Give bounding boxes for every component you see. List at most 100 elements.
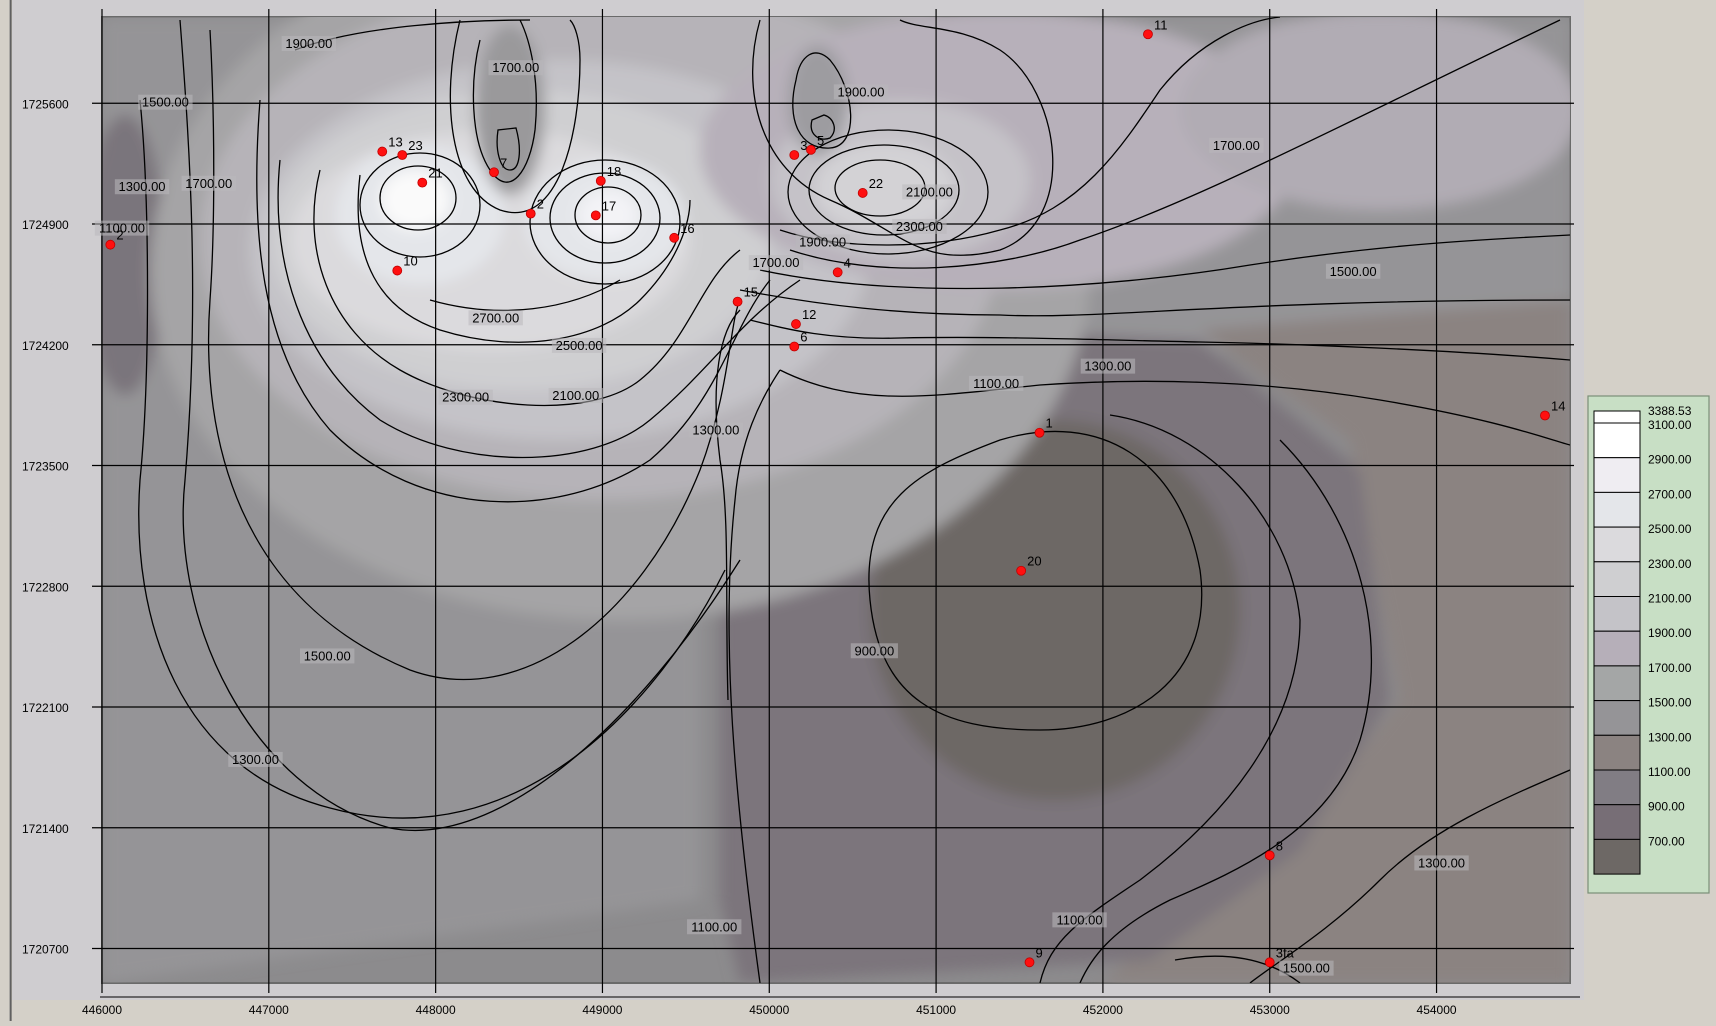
well-marker[interactable] xyxy=(832,267,843,278)
well-marker[interactable] xyxy=(595,175,606,186)
contour-label: 1100.00 xyxy=(691,919,737,934)
contour-label: 1300.00 xyxy=(232,752,279,767)
contour-line xyxy=(313,169,741,407)
contour-label-bg xyxy=(438,389,493,405)
contour-line xyxy=(277,159,801,459)
x-tick-label: 454000 xyxy=(1417,1003,1457,1017)
contour-fill xyxy=(102,17,1570,983)
well-marker[interactable] xyxy=(1264,850,1275,861)
zone-3100a xyxy=(380,170,450,230)
legend-level-label: 1100.00 xyxy=(1648,765,1691,779)
well-marker[interactable] xyxy=(857,188,868,198)
well-label: 16 xyxy=(680,221,694,236)
contour-label: 1700.00 xyxy=(752,255,799,270)
contour-label-bg xyxy=(1209,137,1264,153)
legend-swatch xyxy=(1593,561,1641,597)
y-tick-label: 1725600 xyxy=(22,97,69,111)
contour-label: 1500.00 xyxy=(304,648,351,663)
contour-label: 1500.00 xyxy=(1330,264,1377,279)
contour-line xyxy=(1079,439,1373,983)
contour-label: 1300.00 xyxy=(692,422,739,437)
well-marker[interactable] xyxy=(489,167,499,178)
legend-level-label: 1700.00 xyxy=(1648,661,1692,675)
contour-label-bg xyxy=(795,234,850,250)
contour-label: 900.00 xyxy=(854,643,894,658)
well-marker[interactable] xyxy=(1016,565,1027,576)
contour-line xyxy=(779,17,1281,246)
contour-label-bg xyxy=(228,751,283,767)
well-marker[interactable] xyxy=(392,265,403,276)
well-label: 8 xyxy=(1276,838,1283,853)
x-tick-label: 447000 xyxy=(249,1003,289,1017)
contour-line xyxy=(1249,769,1570,983)
legend-level-label: 2900.00 xyxy=(1648,453,1692,467)
contour-line xyxy=(779,369,1570,446)
legend-level-label: 3100.00 xyxy=(1648,418,1692,432)
x-tick-label: 451000 xyxy=(916,1003,956,1017)
zone-3100b xyxy=(578,190,638,240)
well-marker[interactable] xyxy=(791,319,801,329)
y-tick-label: 1724200 xyxy=(22,339,69,353)
zone-1700-nub xyxy=(788,45,848,155)
well-marker[interactable] xyxy=(377,146,388,157)
contour-line xyxy=(787,129,989,255)
legend-swatch xyxy=(1593,422,1641,459)
well-label: 3 xyxy=(800,138,807,153)
y-tick-label: 1722100 xyxy=(22,701,69,715)
well-marker[interactable] xyxy=(105,239,116,250)
contour-label: 1700.00 xyxy=(492,60,539,75)
well-label: 14 xyxy=(1551,398,1565,413)
x-tick-label: 446000 xyxy=(82,1003,122,1017)
legend-swatch xyxy=(1593,630,1641,667)
y-tick-label: 1722800 xyxy=(22,580,69,594)
well-label: 9 xyxy=(1036,945,1043,960)
zone-900 xyxy=(870,420,1240,800)
contour-line xyxy=(728,369,781,983)
y-tick-label: 1721400 xyxy=(22,822,69,836)
well-label: 7 xyxy=(500,155,507,170)
contour-label-bg xyxy=(94,220,150,236)
well-marker[interactable] xyxy=(525,208,536,219)
legend-swatch xyxy=(1593,457,1641,493)
contour-label-bg xyxy=(833,84,889,100)
well-marker[interactable] xyxy=(1540,410,1550,421)
well-label: 1 xyxy=(1046,416,1053,431)
well-label: 17 xyxy=(602,198,616,213)
well-marker[interactable] xyxy=(732,296,743,307)
well-layer: 11 13 23 21 7 2 18 17 16 10 3 5 22 4 15 12 6 1 20 14 8 9 3fa 2 xyxy=(105,17,1565,968)
legend-level-label: 1300.00 xyxy=(1648,730,1692,744)
x-tick-label: 449000 xyxy=(582,1003,622,1017)
well-marker[interactable] xyxy=(1143,29,1153,40)
contour-line xyxy=(739,289,1570,317)
legend-level-label: 2700.00 xyxy=(1648,487,1692,501)
contour-label: 1300.00 xyxy=(1084,359,1131,374)
well-marker[interactable] xyxy=(397,150,408,160)
well-marker[interactable] xyxy=(417,177,428,188)
well-marker[interactable] xyxy=(806,144,816,155)
well-marker[interactable] xyxy=(1024,957,1035,968)
contour-label-bg xyxy=(1080,358,1136,374)
well-marker[interactable] xyxy=(789,341,800,352)
well-marker[interactable] xyxy=(1034,427,1045,438)
well-marker[interactable] xyxy=(1264,957,1275,968)
contour-line xyxy=(792,52,852,149)
contour-line xyxy=(749,319,1570,361)
contour-label-bg xyxy=(748,255,804,271)
contour-label: 1300.00 xyxy=(119,179,166,194)
contour-label-bg xyxy=(181,175,236,191)
contour-label-bg xyxy=(488,60,543,76)
contour-label: 1500.00 xyxy=(142,95,189,110)
well-label: 12 xyxy=(802,307,816,322)
contour-line xyxy=(379,165,457,231)
contour-line xyxy=(207,29,741,681)
well-marker[interactable] xyxy=(789,150,800,160)
contour-line xyxy=(752,19,1054,257)
contour-line xyxy=(256,99,771,503)
contour-label: 1500.00 xyxy=(1283,961,1330,976)
well-marker[interactable] xyxy=(669,232,680,243)
well-marker[interactable] xyxy=(590,210,601,221)
contour-line xyxy=(808,144,960,236)
legend-level-label: 1900.00 xyxy=(1648,626,1692,640)
well-label: 22 xyxy=(869,176,883,191)
